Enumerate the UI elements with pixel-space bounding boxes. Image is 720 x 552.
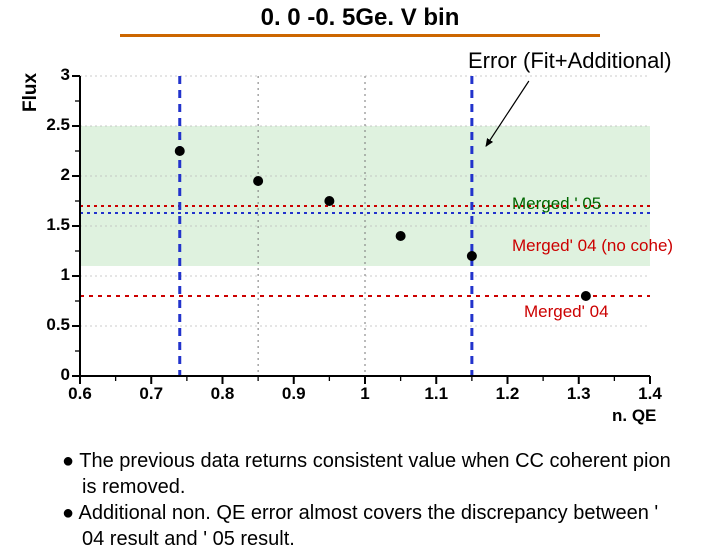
slide-title: 0. 0 -0. 5Ge. V bin: [120, 4, 600, 32]
bullet-item: ● Additional non. QE error almost covers…: [62, 500, 672, 552]
merged04-label: Merged' 04: [524, 302, 609, 322]
y-tick-label: 3: [30, 65, 70, 85]
x-tick-label: 1: [345, 384, 385, 404]
y-tick-label: 0.5: [30, 315, 70, 335]
chart-svg: [66, 70, 656, 392]
x-tick-label: 0.8: [203, 384, 243, 404]
merged05-label: Merged ' 05: [512, 194, 601, 214]
x-tick-label: 1.1: [416, 384, 456, 404]
y-tick-label: 1: [30, 265, 70, 285]
x-tick-label: 0.9: [274, 384, 314, 404]
x-tick-label: 1.4: [630, 384, 670, 404]
bullet-item: ● The previous data returns consistent v…: [62, 448, 672, 500]
bullet-list: ● The previous data returns consistent v…: [62, 448, 672, 552]
slide-title-wrap: 0. 0 -0. 5Ge. V bin: [120, 4, 600, 37]
x-tick-label: 0.7: [131, 384, 171, 404]
title-underline: [120, 34, 600, 37]
flux-chart: [66, 70, 656, 392]
y-tick-label: 0: [30, 365, 70, 385]
x-axis-label: n. QE: [612, 406, 656, 426]
x-tick-label: 1.3: [559, 384, 599, 404]
y-tick-label: 2: [30, 165, 70, 185]
y-tick-label: 1.5: [30, 215, 70, 235]
y-tick-label: 2.5: [30, 115, 70, 135]
merged04nocohe-label: Merged' 04 (no cohe): [512, 236, 673, 256]
x-tick-label: 0.6: [60, 384, 100, 404]
x-tick-label: 1.2: [488, 384, 528, 404]
